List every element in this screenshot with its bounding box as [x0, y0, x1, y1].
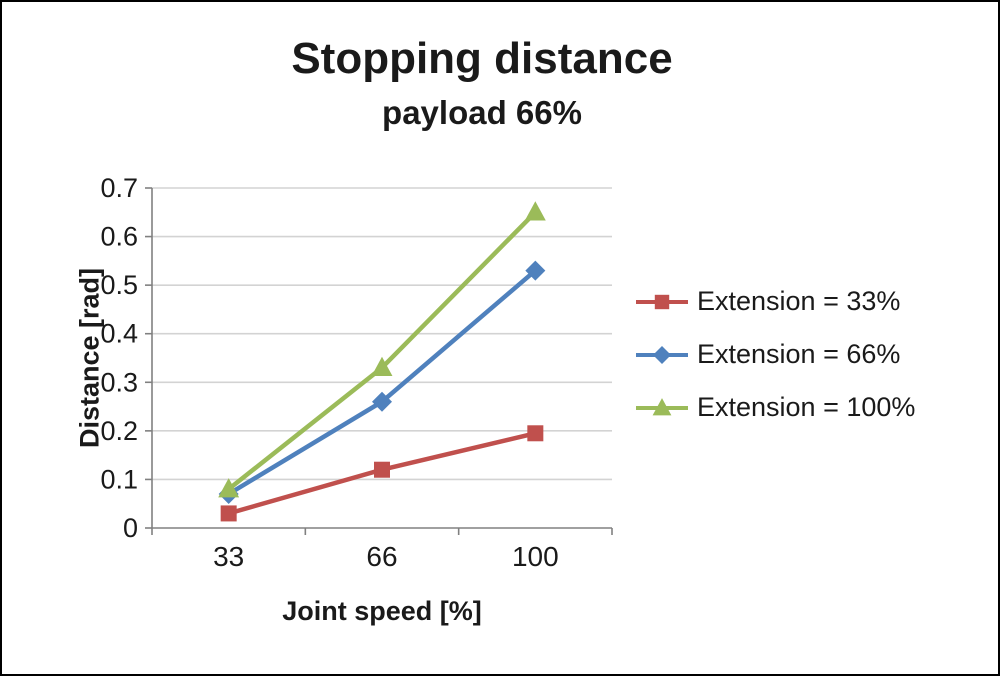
svg-text:0.1: 0.1 — [100, 464, 138, 494]
triangle-marker-icon — [652, 397, 672, 415]
legend-item-extension-66: Extension = 66% — [634, 339, 915, 370]
triangle-marker-icon — [524, 201, 546, 221]
square-marker-icon — [527, 425, 544, 442]
square-marker-icon — [636, 294, 688, 309]
triangle-marker-icon — [636, 397, 688, 415]
y-axis-title: Distance [rad] — [74, 267, 105, 449]
legend-item-label: Extension = 33% — [697, 286, 901, 316]
svg-text:0.3: 0.3 — [100, 367, 138, 397]
legend-item-extension-100: Extension = 100% — [634, 392, 915, 423]
square-marker-icon — [374, 461, 390, 478]
svg-text:33: 33 — [213, 541, 244, 572]
diamond-marker-icon — [525, 260, 546, 281]
square-marker-icon — [654, 294, 670, 309]
svg-text:0.6: 0.6 — [100, 222, 138, 252]
chart-legend: Extension = 33% Extension = 66% Extensio… — [634, 286, 915, 423]
diamond-marker-icon — [636, 345, 688, 364]
chart-subtitle: payload 66% — [382, 94, 582, 131]
svg-text:0.2: 0.2 — [100, 416, 138, 446]
square-marker-icon — [220, 505, 237, 522]
svg-text:0.7: 0.7 — [100, 173, 138, 203]
series-extension-33- — [220, 425, 544, 522]
series-extension-100- — [218, 201, 546, 498]
tick-labels: 0 0.1 0.2 0.3 0.4 0.5 0.6 0.7 33 66 100 — [100, 173, 558, 572]
svg-text:0: 0 — [123, 513, 138, 543]
legend-item-extension-33: Extension = 33% — [634, 286, 915, 317]
x-axis-title: Joint speed [%] — [282, 596, 482, 626]
chart-title: Stopping distance — [291, 34, 673, 83]
triangle-marker-icon — [218, 478, 240, 498]
diamond-marker-icon — [653, 345, 671, 364]
svg-text:66: 66 — [366, 541, 397, 572]
svg-text:0.5: 0.5 — [100, 270, 138, 300]
legend-item-label: Extension = 100% — [697, 392, 916, 422]
diamond-marker-icon — [372, 391, 392, 412]
axes — [145, 187, 613, 535]
svg-text:100: 100 — [512, 541, 559, 572]
svg-text:0.4: 0.4 — [100, 319, 138, 349]
legend-item-label: Extension = 66% — [697, 339, 901, 369]
triangle-marker-icon — [371, 356, 393, 376]
